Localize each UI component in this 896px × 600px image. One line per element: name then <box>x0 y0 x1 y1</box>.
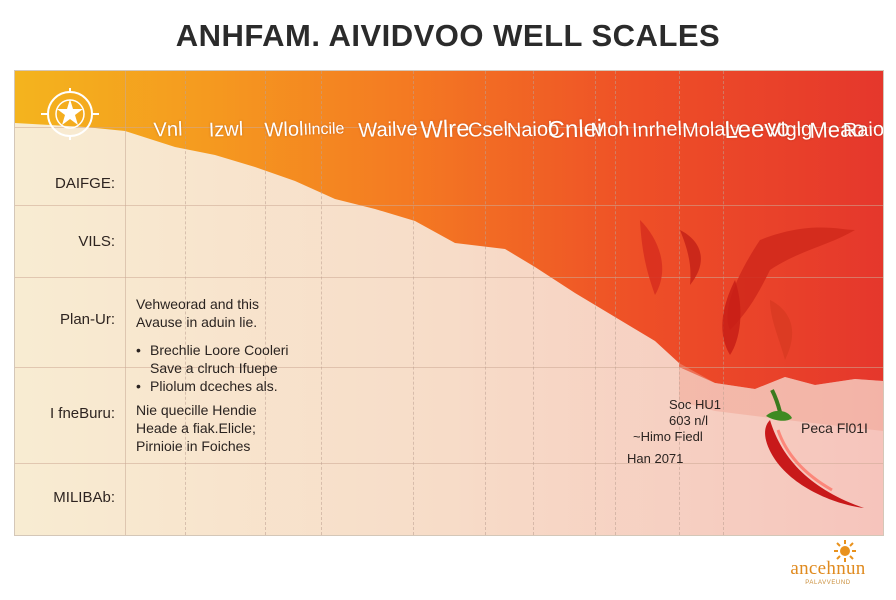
note-line: Han 2071 <box>627 451 684 466</box>
chili-label: Peca Fl01I <box>801 420 868 436</box>
column-header: Izwl <box>208 117 244 142</box>
page-title: ANHFAM. AIVIDVOO WELL SCALES <box>175 18 721 53</box>
note-bullet: • Pliolum dceches als. <box>136 378 278 394</box>
note-block-1: Vehweorad and this Avause in aduin lie. … <box>136 295 289 395</box>
column-divider <box>615 71 616 535</box>
note-line: Pirnioie in Foiches <box>136 438 251 454</box>
column-divider <box>533 71 534 535</box>
column-divider <box>265 71 266 535</box>
note-line: Nie quecille Hendie <box>136 402 257 418</box>
note-line: Save a clruch Ifuepe <box>150 360 278 376</box>
note-line: Vehweorad and this <box>136 296 259 312</box>
sun-emblem-icon <box>41 88 99 140</box>
row-divider <box>15 463 883 464</box>
logo-text: ancehnun <box>790 558 866 579</box>
row-divider <box>15 277 883 278</box>
brand-logo: ancehnun PALAVVEUND <box>770 540 886 596</box>
heat-wave-shape <box>15 71 883 389</box>
row-label: MILIBAb: <box>53 489 115 506</box>
red-chili-icon <box>765 389 864 508</box>
row-divider <box>15 205 883 206</box>
column-divider <box>185 71 186 535</box>
row-label: DAIFGE: <box>54 175 115 192</box>
note-line: Soc HU1 <box>669 397 722 412</box>
column-divider <box>595 71 596 535</box>
column-header: Vnl <box>153 118 183 141</box>
heat-gradient-background <box>15 71 883 535</box>
row-label: I fneBuru: <box>49 405 115 422</box>
sun-icon <box>834 540 856 562</box>
note-bullet: • Brechlie Loore Cooleri <box>136 342 289 358</box>
column-header: Moh <box>590 117 630 142</box>
logo-subtext: PALAVVEUND <box>805 580 851 586</box>
note-line: Avause in aduin lie. <box>136 314 258 330</box>
column-header: Raiob <box>842 117 884 142</box>
note-block-2: Nie quecille Hendie Heade a fiak.Elicle;… <box>136 401 257 455</box>
column-divider <box>679 71 680 535</box>
bullet-icon: • <box>136 342 141 358</box>
row-label: Plan-Ur: <box>59 311 115 328</box>
column-divider <box>413 71 414 535</box>
column-header: Wailve <box>357 117 418 142</box>
flame-chili-illustration <box>640 220 855 360</box>
row-label: VILS: <box>78 233 115 250</box>
row-divider <box>15 127 883 128</box>
note-line: 603 n/l <box>669 413 709 428</box>
column-divider <box>321 71 322 535</box>
note-block-3: Soc HU1 603 n/l ~Himo Fiedl Han 2071 <box>627 397 721 467</box>
note-line: ~Himo Fiedl <box>633 429 703 444</box>
column-divider <box>723 71 724 535</box>
column-divider <box>485 71 486 535</box>
bullet-icon: • <box>136 378 141 394</box>
row-divider <box>15 367 883 368</box>
note-line: Heade a fiak.Elicle; <box>136 420 256 436</box>
row-label-column <box>15 71 126 535</box>
column-header: Ilncile <box>303 120 345 139</box>
column-header: Inrhel <box>631 117 683 142</box>
